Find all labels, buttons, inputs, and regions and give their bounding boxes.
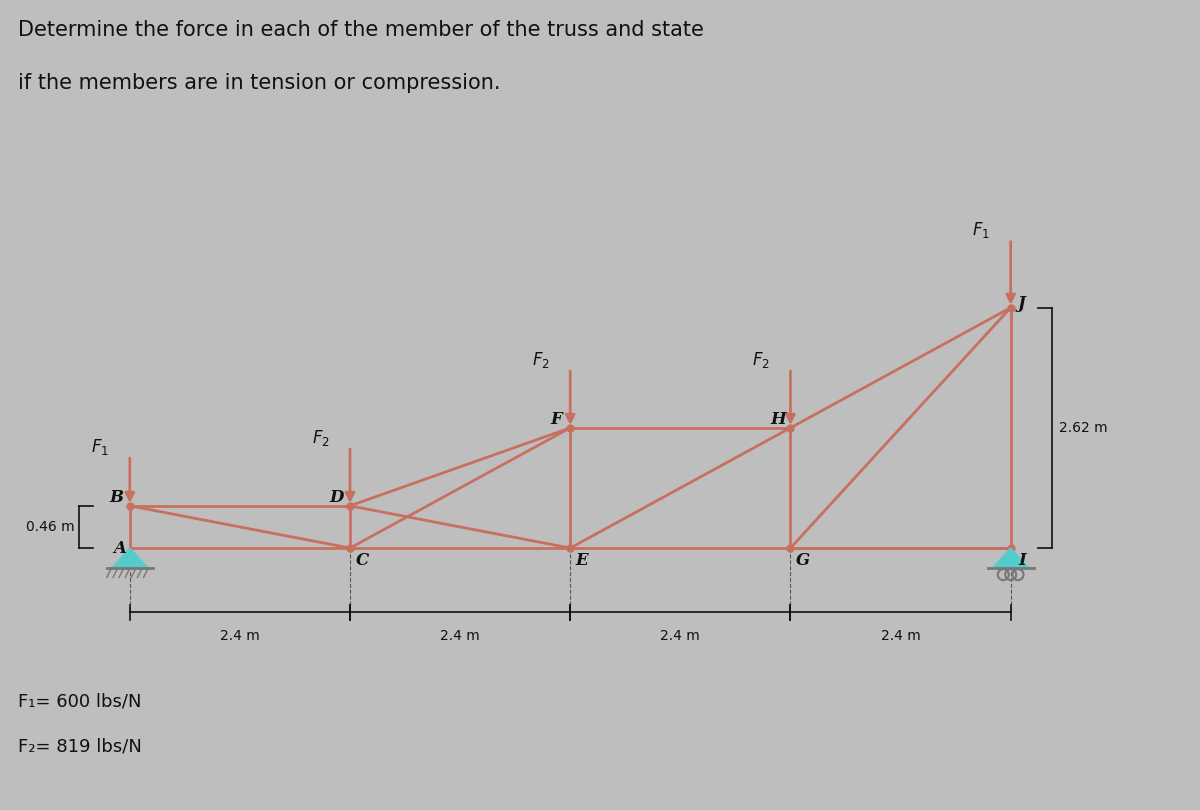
Text: C: C (355, 552, 368, 569)
Text: 2.4 m: 2.4 m (440, 629, 480, 643)
Text: $F_2$: $F_2$ (312, 428, 330, 448)
Text: F: F (550, 411, 562, 428)
Text: B: B (109, 489, 124, 506)
Text: D: D (330, 489, 344, 506)
Text: 2.4 m: 2.4 m (660, 629, 701, 643)
Text: G: G (796, 552, 810, 569)
Text: 2.62 m: 2.62 m (1060, 421, 1108, 435)
Text: J: J (1018, 295, 1026, 312)
Text: if the members are in tension or compression.: if the members are in tension or compres… (18, 73, 500, 93)
Text: I: I (1018, 552, 1026, 569)
Text: A: A (113, 539, 126, 556)
Polygon shape (992, 548, 1030, 569)
Text: $F_2$: $F_2$ (752, 350, 770, 369)
Text: F₂= 819 lbs/N: F₂= 819 lbs/N (18, 737, 142, 755)
Text: $F_2$: $F_2$ (532, 350, 550, 369)
Text: H: H (770, 411, 786, 428)
Text: $F_1$: $F_1$ (972, 220, 990, 240)
Text: F₁= 600 lbs/N: F₁= 600 lbs/N (18, 693, 142, 710)
Text: 2.4 m: 2.4 m (881, 629, 920, 643)
Text: 2.4 m: 2.4 m (220, 629, 259, 643)
Text: E: E (576, 552, 588, 569)
Polygon shape (112, 548, 148, 569)
Text: $F_1$: $F_1$ (91, 437, 109, 457)
Text: 0.46 m: 0.46 m (26, 520, 74, 534)
Text: Determine the force in each of the member of the truss and state: Determine the force in each of the membe… (18, 20, 704, 40)
